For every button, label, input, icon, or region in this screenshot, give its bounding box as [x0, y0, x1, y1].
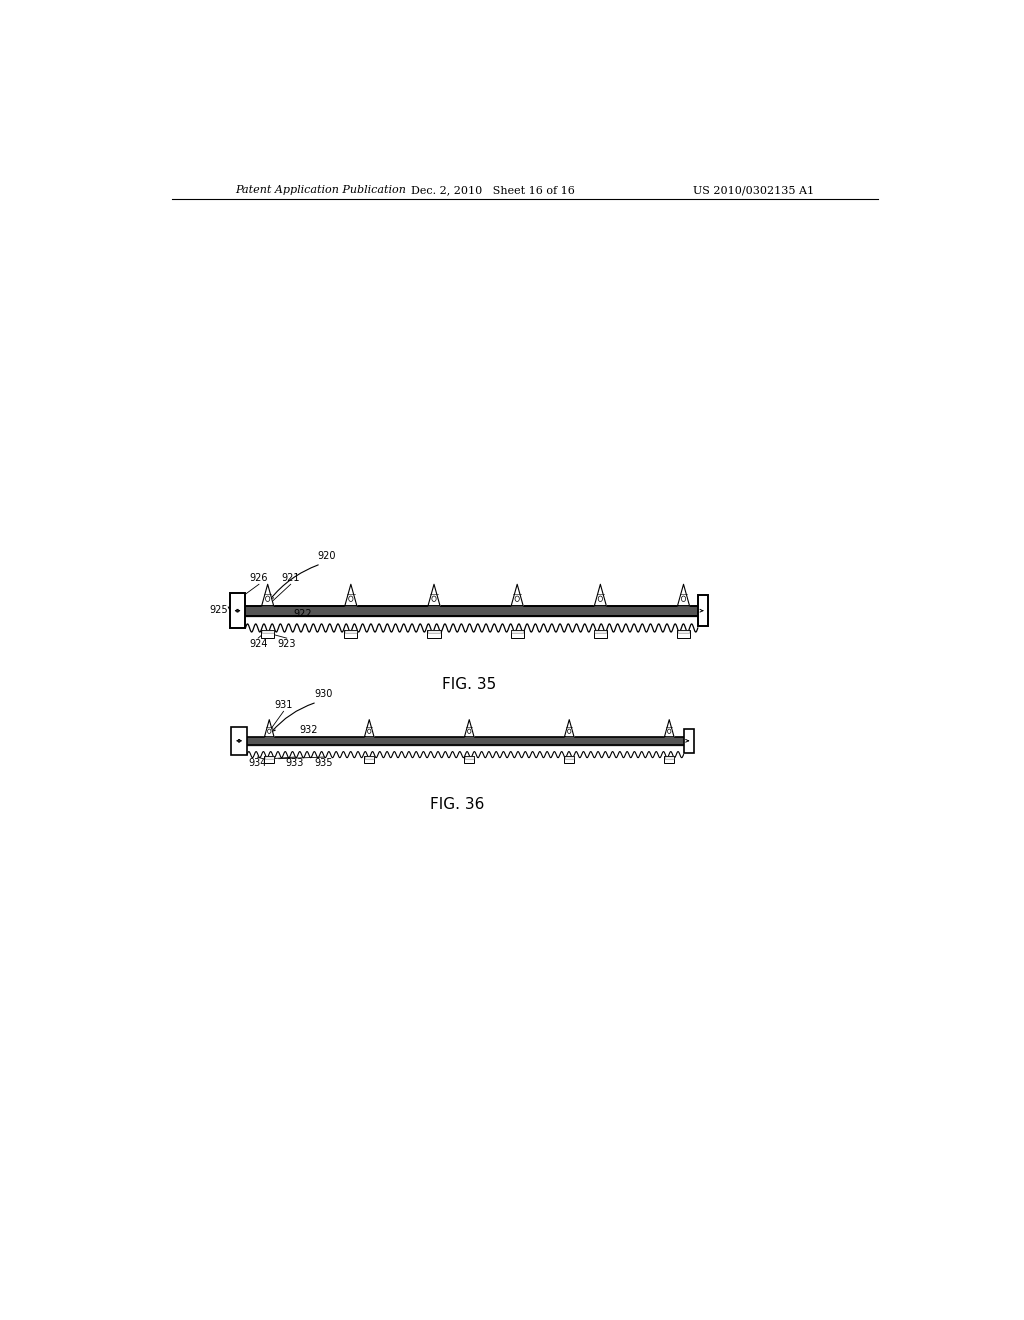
- Bar: [427, 630, 440, 638]
- Bar: [564, 756, 574, 759]
- Polygon shape: [345, 585, 356, 606]
- Polygon shape: [564, 719, 574, 737]
- Text: 930: 930: [314, 689, 333, 700]
- Bar: [428, 630, 440, 634]
- Polygon shape: [665, 719, 674, 737]
- Bar: [664, 756, 675, 763]
- Bar: [564, 756, 574, 763]
- Bar: [344, 630, 357, 638]
- Text: Patent Application Publication: Patent Application Publication: [236, 185, 406, 195]
- Bar: [261, 630, 274, 638]
- Polygon shape: [465, 719, 474, 737]
- Text: FIG. 35: FIG. 35: [442, 677, 497, 692]
- Text: 935: 935: [314, 758, 333, 768]
- Polygon shape: [264, 719, 274, 737]
- Polygon shape: [262, 585, 273, 606]
- Bar: [264, 756, 274, 763]
- Circle shape: [567, 729, 571, 734]
- Circle shape: [598, 597, 602, 602]
- Circle shape: [668, 729, 671, 734]
- Text: FIG. 36: FIG. 36: [430, 797, 484, 812]
- Circle shape: [265, 597, 269, 602]
- Circle shape: [681, 597, 686, 602]
- Bar: [684, 729, 694, 752]
- Bar: [697, 595, 709, 626]
- Text: 934: 934: [248, 758, 266, 768]
- Text: 920: 920: [316, 550, 336, 561]
- Bar: [511, 630, 523, 638]
- Bar: [229, 593, 246, 628]
- Bar: [365, 756, 374, 759]
- Text: 924: 924: [249, 639, 267, 649]
- Bar: [364, 756, 375, 763]
- Bar: [511, 630, 523, 634]
- Circle shape: [349, 597, 353, 602]
- Circle shape: [368, 729, 371, 734]
- Text: US 2010/0302135 A1: US 2010/0302135 A1: [693, 185, 814, 195]
- Text: 931: 931: [274, 701, 293, 710]
- Bar: [231, 726, 247, 755]
- Bar: [345, 630, 356, 634]
- Polygon shape: [594, 585, 606, 606]
- Polygon shape: [365, 719, 374, 737]
- Circle shape: [468, 729, 471, 734]
- Polygon shape: [428, 585, 440, 606]
- Text: 921: 921: [282, 573, 300, 583]
- Text: 923: 923: [278, 639, 296, 649]
- Text: 926: 926: [250, 573, 268, 583]
- Circle shape: [432, 597, 436, 602]
- Bar: [464, 756, 474, 763]
- Bar: [678, 630, 689, 634]
- Circle shape: [267, 729, 271, 734]
- Text: 933: 933: [286, 758, 304, 768]
- Bar: [262, 630, 273, 634]
- Bar: [677, 630, 690, 638]
- Bar: [465, 756, 474, 759]
- Circle shape: [515, 597, 519, 602]
- Text: 932: 932: [299, 725, 317, 734]
- Bar: [264, 756, 274, 759]
- Text: 922: 922: [293, 609, 311, 619]
- Bar: [594, 630, 607, 638]
- Text: Dec. 2, 2010   Sheet 16 of 16: Dec. 2, 2010 Sheet 16 of 16: [411, 185, 575, 195]
- Text: 925: 925: [209, 605, 228, 615]
- Polygon shape: [678, 585, 689, 606]
- Bar: [595, 630, 606, 634]
- Polygon shape: [511, 585, 523, 606]
- Bar: [665, 756, 674, 759]
